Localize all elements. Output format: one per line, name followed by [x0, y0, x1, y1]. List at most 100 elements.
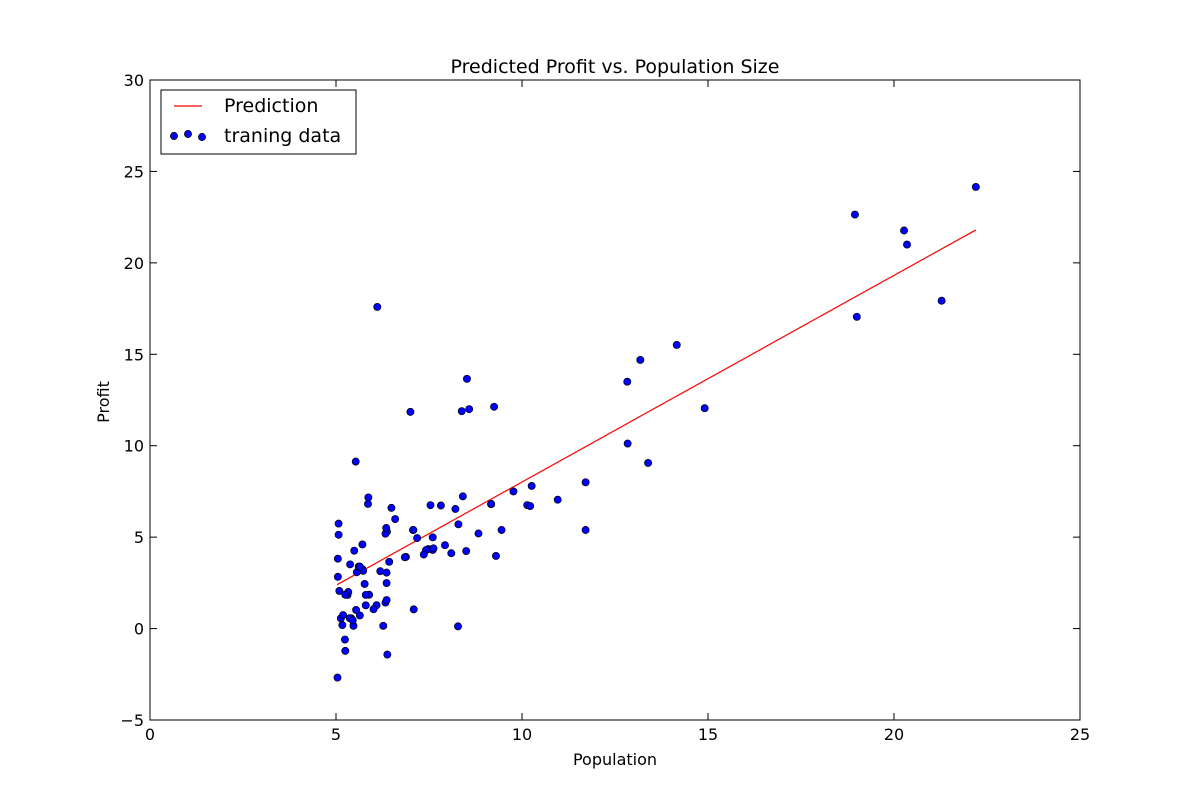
data-point [465, 405, 474, 414]
data-point [383, 650, 392, 659]
data-point [346, 560, 355, 569]
data-point [358, 540, 367, 549]
data-point [852, 312, 861, 321]
data-point [387, 503, 396, 512]
data-point [382, 579, 391, 587]
y-tick-label: −5 [120, 711, 144, 730]
legend-training-marker [170, 132, 178, 140]
legend-training-marker [184, 130, 192, 138]
data-point [382, 568, 391, 577]
data-point [333, 554, 342, 563]
data-point [458, 492, 467, 501]
y-tick-label: 30 [124, 71, 144, 90]
data-point [419, 550, 428, 559]
data-point [623, 377, 632, 386]
data-point [400, 553, 409, 562]
data-point [490, 402, 499, 411]
data-point [385, 557, 394, 566]
data-point [360, 580, 369, 588]
data-point [333, 673, 342, 682]
data-point [334, 530, 343, 539]
data-point [937, 296, 946, 305]
legend-box [160, 89, 357, 155]
x-tick-label: 0 [145, 725, 155, 744]
data-point [581, 478, 590, 487]
legend-training-marker [198, 133, 206, 141]
y-tick-label: 0 [134, 620, 144, 639]
data-point [903, 240, 911, 249]
data-point [334, 519, 343, 528]
data-point [352, 605, 361, 614]
data-point [850, 210, 859, 219]
data-point [348, 616, 357, 625]
data-point [509, 487, 518, 496]
data-point [341, 646, 350, 655]
data-point [355, 611, 364, 620]
y-tick-label: 25 [124, 162, 144, 181]
x-tick-label: 15 [698, 725, 718, 744]
data-point [436, 501, 445, 510]
data-point [971, 183, 980, 191]
data-point [361, 590, 370, 599]
legend: Prediction traning data [160, 89, 357, 155]
data-point [373, 302, 382, 311]
data-point [462, 374, 471, 383]
data-point [361, 601, 370, 610]
data-point [406, 407, 415, 416]
data-point [339, 611, 348, 619]
data-point [355, 562, 364, 571]
data-point [333, 572, 342, 581]
data-point [441, 541, 449, 550]
data-point [379, 621, 388, 630]
data-point [474, 529, 483, 538]
data-point [644, 458, 653, 467]
y-axis-label: Profit [94, 381, 113, 423]
y-tick-label: 15 [124, 345, 144, 364]
data-point [338, 621, 347, 630]
data-point [335, 586, 344, 595]
data-point [426, 501, 435, 510]
data-point [364, 493, 373, 502]
data-point [526, 502, 535, 511]
data-point [487, 499, 496, 508]
data-point [451, 505, 460, 513]
data-point [672, 341, 681, 349]
data-point [341, 590, 350, 599]
data-point [351, 457, 360, 466]
data-point [447, 549, 456, 558]
data-point [623, 439, 632, 448]
data-point [497, 526, 506, 534]
x-tick-label: 20 [884, 725, 904, 744]
x-tick-label: 5 [331, 725, 341, 744]
data-point [462, 547, 471, 555]
data-point [369, 605, 378, 614]
y-tick-label: 5 [134, 528, 144, 547]
legend-training-markers [170, 130, 206, 141]
data-point [457, 407, 466, 416]
data-point [391, 515, 400, 523]
x-tick-label: 10 [512, 725, 532, 744]
data-point [900, 226, 908, 235]
data-point [581, 526, 590, 534]
y-tick-label: 20 [124, 254, 144, 273]
prediction-line [336, 229, 977, 586]
legend-prediction-label: Prediction [224, 95, 318, 117]
plot-frame [149, 79, 1081, 721]
data-point [428, 533, 437, 542]
data-point [527, 481, 536, 490]
data-point [409, 526, 418, 534]
data-point [382, 524, 391, 532]
chart-title: Predicted Profit vs. Population Size [451, 56, 780, 78]
x-tick-label: 25 [1070, 725, 1090, 744]
plot-area [333, 183, 980, 682]
data-point [454, 520, 463, 529]
data-point [553, 495, 562, 504]
data-point [350, 546, 359, 555]
data-point [636, 356, 645, 364]
data-point [340, 635, 349, 644]
data-point [409, 605, 418, 614]
data-point [413, 534, 422, 543]
data-point [382, 596, 391, 604]
